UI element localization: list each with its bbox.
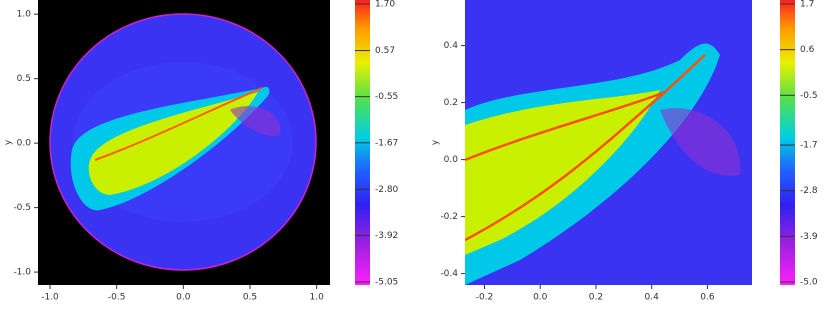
x-tick-label: -0.2 bbox=[476, 293, 494, 303]
y-tick-label: 0.5 bbox=[17, 74, 31, 84]
colorbar-tick-label: -2.80 bbox=[375, 185, 399, 195]
y-tick-label: -0.2 bbox=[440, 212, 458, 222]
x-tick-label: -1.0 bbox=[41, 293, 59, 303]
colorbar-tick-label: -2.8 bbox=[800, 186, 818, 196]
colorbar-tick-label: 1.70 bbox=[375, 0, 395, 10]
y-tick-label: 0.4 bbox=[444, 41, 459, 51]
y-tick-label: 0.2 bbox=[444, 98, 458, 108]
x-tick-label: 0.2 bbox=[589, 293, 603, 303]
colorbar-tick-label: 1.7 bbox=[800, 0, 814, 10]
x-tick-label: 0.0 bbox=[176, 293, 191, 303]
colorbar-tick-label: -1.67 bbox=[375, 138, 398, 148]
x-tick-label: 0.6 bbox=[700, 293, 715, 303]
x-tick-label: 0.5 bbox=[243, 293, 257, 303]
y-tick-label: -0.5 bbox=[13, 203, 31, 213]
field-right bbox=[465, 0, 752, 285]
colorbar-tick-label: -0.55 bbox=[375, 92, 398, 102]
colorbar-right bbox=[780, 0, 795, 285]
y-axis-label: y bbox=[431, 139, 441, 145]
x-tick-label: -0.5 bbox=[108, 293, 126, 303]
y-tick-label: -1.0 bbox=[13, 268, 31, 278]
colorbar-tick-label: -5.05 bbox=[375, 278, 398, 288]
colorbar-tick-label: 0.6 bbox=[800, 45, 815, 55]
colorbar-tick-label: 0.57 bbox=[375, 46, 395, 56]
colorbar-tick-label: -1.7 bbox=[800, 141, 818, 151]
x-tick-label: 1.0 bbox=[310, 293, 325, 303]
y-tick-label: -0.4 bbox=[440, 269, 458, 279]
x-tick-label: 0.0 bbox=[533, 293, 548, 303]
colorbar-tick-label: -3.9 bbox=[800, 232, 818, 242]
y-axis-label: y bbox=[4, 139, 14, 145]
y-tick-label: 0.0 bbox=[444, 155, 459, 165]
colorbar-tick-label: -3.92 bbox=[375, 231, 398, 241]
y-tick-label: 1.0 bbox=[17, 10, 32, 20]
y-tick-label: 0.0 bbox=[17, 139, 32, 149]
colorbar-tick-label: -0.5 bbox=[800, 91, 818, 101]
colorbar-tick-label: -5.0 bbox=[800, 278, 818, 288]
field-left bbox=[38, 0, 330, 285]
x-tick-label: 0.4 bbox=[645, 293, 660, 303]
